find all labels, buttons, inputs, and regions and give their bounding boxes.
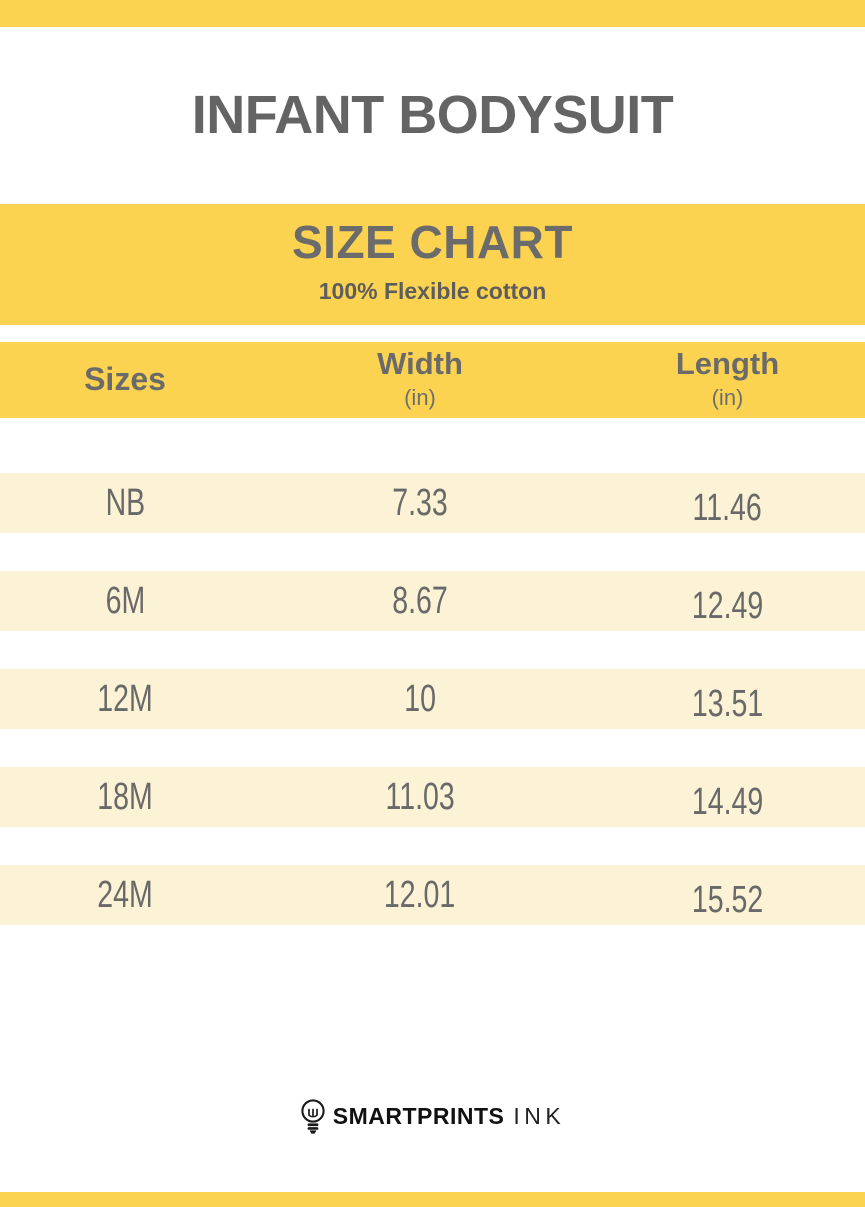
table-header-row: Sizes Width (in) Length (in) (0, 342, 865, 418)
size-cell: 12M (97, 678, 153, 720)
width-cell: 11.03 (385, 776, 455, 818)
page-title: INFANT BODYSUIT (191, 85, 674, 145)
size-cell: 24M (97, 874, 153, 916)
length-cell: 14.49 (691, 781, 764, 823)
table-row: 24M 12.01 15.52 (0, 865, 865, 925)
width-cell: 7.33 (392, 482, 448, 524)
column-label: Width (377, 346, 463, 381)
column-header-width: Width (in) (250, 342, 590, 418)
table-row: 18M 11.03 14.49 (0, 767, 865, 827)
column-header-length: Length (in) (590, 342, 865, 418)
column-label: Length (675, 346, 780, 381)
table-row: 12M 10 13.51 (0, 669, 865, 729)
size-chart-banner: SIZE CHART 100% Flexible cotton (0, 204, 865, 325)
length-cell: 11.46 (692, 487, 763, 529)
brand-name-bold: SMARTPRINTS (332, 1102, 505, 1129)
top-accent-bar (0, 0, 865, 27)
size-cell: NB (105, 482, 145, 524)
width-cell: 10 (404, 678, 436, 720)
width-cell: 8.67 (392, 580, 448, 622)
width-cell: 12.01 (384, 874, 456, 916)
table-row: NB 7.33 11.46 (0, 473, 865, 533)
length-cell: 15.52 (691, 879, 764, 921)
bottom-accent-bar (0, 1192, 865, 1207)
brand-name-light: INK (513, 1102, 566, 1129)
brand-logo: SMARTPRINTS INK (0, 1098, 865, 1134)
column-label: Sizes (84, 361, 166, 398)
size-chart-subheading: 100% Flexible cotton (318, 278, 547, 304)
column-header-sizes: Sizes (0, 342, 250, 418)
length-cell: 12.49 (691, 585, 764, 627)
size-chart-heading: SIZE CHART (292, 216, 573, 268)
column-unit: (in) (711, 384, 744, 410)
length-cell: 13.51 (691, 683, 764, 725)
column-unit: (in) (404, 384, 436, 410)
table-row: 6M 8.67 12.49 (0, 571, 865, 631)
lightbulb-icon (300, 1098, 326, 1134)
size-cell: 6M (105, 580, 145, 622)
size-cell: 18M (97, 776, 153, 818)
